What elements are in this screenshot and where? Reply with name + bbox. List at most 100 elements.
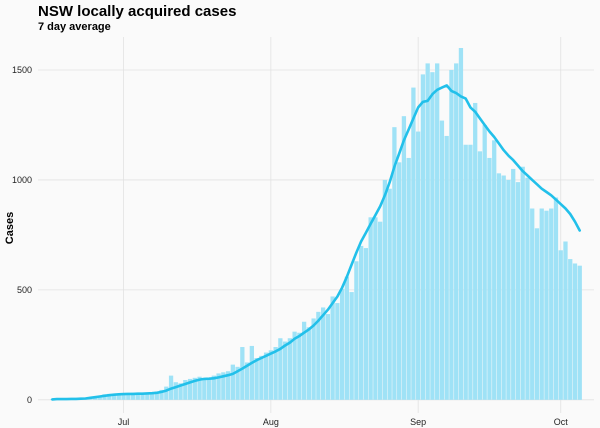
y-tick-label: 0 — [27, 395, 32, 405]
bar — [211, 375, 216, 400]
bar — [558, 250, 563, 400]
bar — [206, 377, 212, 400]
x-tick-label: Oct — [554, 417, 569, 427]
bar — [187, 378, 193, 400]
bar — [107, 393, 112, 400]
bar — [111, 394, 117, 400]
bar — [515, 182, 521, 400]
bar — [549, 208, 554, 400]
bar — [145, 392, 150, 400]
bar — [430, 72, 435, 400]
bar — [501, 175, 506, 400]
bar — [520, 166, 525, 400]
bar — [563, 241, 568, 400]
bar — [297, 332, 302, 400]
bar — [449, 69, 454, 400]
bar — [235, 366, 240, 400]
bar — [225, 371, 231, 400]
bar — [149, 392, 155, 400]
bar — [311, 318, 316, 400]
bar — [273, 347, 278, 400]
bar — [244, 362, 250, 400]
bar — [254, 358, 259, 400]
y-tick-label: 1000 — [12, 175, 32, 185]
bar — [454, 63, 459, 400]
bar — [130, 392, 136, 400]
bar — [344, 276, 350, 400]
bar — [525, 177, 530, 400]
bar — [116, 394, 121, 400]
x-axis-ticks: Jul Aug Sep Oct — [118, 417, 568, 427]
bar — [568, 259, 573, 400]
bar-series — [50, 47, 582, 400]
bar — [534, 228, 540, 400]
bar — [287, 338, 293, 400]
bar — [411, 87, 416, 400]
bar — [496, 173, 502, 400]
bar — [511, 168, 516, 400]
bar — [577, 265, 582, 400]
bar — [263, 352, 269, 400]
bar — [121, 393, 126, 400]
bar — [164, 386, 169, 400]
bar — [159, 389, 164, 400]
bar — [335, 303, 340, 400]
bar — [368, 217, 373, 400]
bar — [572, 263, 578, 400]
bar — [378, 221, 383, 400]
bar — [425, 63, 430, 400]
bar — [282, 341, 288, 400]
bar — [397, 162, 402, 400]
bar — [416, 131, 421, 400]
bar — [506, 179, 511, 400]
x-tick-label: Aug — [263, 417, 279, 427]
bar — [473, 102, 478, 400]
x-tick-label: Sep — [410, 417, 426, 427]
bar — [382, 179, 388, 400]
bar — [240, 347, 245, 400]
bar — [259, 355, 264, 400]
bar — [140, 392, 145, 400]
average-line — [51, 84, 581, 401]
bar — [339, 288, 345, 400]
bar — [359, 245, 364, 400]
bar — [330, 296, 335, 400]
bar — [216, 373, 221, 400]
chart-title: NSW locally acquired cases — [38, 3, 236, 20]
bar — [458, 47, 464, 400]
bar — [401, 116, 407, 400]
bar — [373, 217, 378, 400]
bar — [268, 350, 273, 400]
bar — [406, 157, 411, 400]
bar — [192, 377, 197, 400]
bar — [301, 321, 307, 400]
bar — [126, 393, 131, 400]
bar — [477, 151, 483, 400]
y-tick-label: 500 — [17, 285, 32, 295]
bar — [482, 124, 487, 400]
bar — [135, 393, 140, 400]
bar — [354, 261, 359, 400]
bar — [306, 327, 312, 400]
bar — [435, 63, 440, 400]
bar — [349, 292, 354, 400]
bar — [173, 382, 178, 400]
bar — [392, 127, 397, 400]
bar — [553, 197, 559, 400]
bar — [183, 380, 188, 400]
bar — [316, 311, 321, 400]
bar — [539, 208, 544, 400]
bar — [320, 307, 326, 400]
bar — [487, 157, 492, 400]
bar — [230, 364, 235, 400]
bar — [325, 314, 331, 400]
bar — [387, 188, 392, 400]
bar — [197, 376, 202, 400]
bar — [468, 144, 473, 400]
bar — [292, 331, 297, 400]
y-tick-label: 1500 — [12, 65, 32, 75]
bar — [439, 120, 445, 400]
bar — [154, 391, 159, 400]
bar — [463, 144, 468, 400]
